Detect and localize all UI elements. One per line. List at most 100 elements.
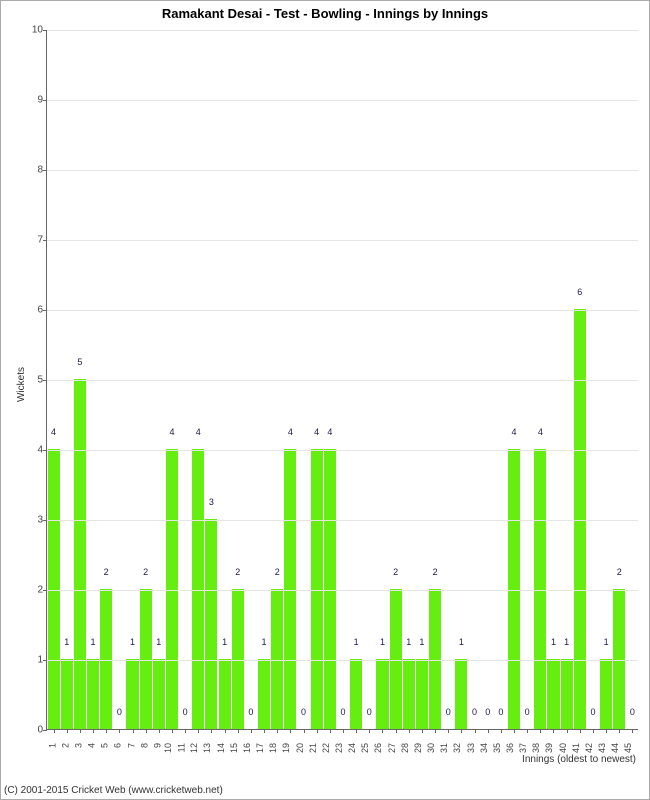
xtick-label: 44 [610,743,620,753]
xtick-mark [369,729,370,733]
xtick-mark [580,729,581,733]
xtick-label: 30 [426,743,436,753]
ytick-label: 8 [37,165,43,176]
bar [166,449,178,729]
bar-value-label: 0 [367,707,372,717]
gridline [47,240,638,241]
bar-value-label: 0 [590,707,595,717]
xtick-label: 31 [439,743,449,753]
bar [534,449,546,729]
gridline [47,450,638,451]
xtick-label: 21 [308,743,318,753]
bar-value-label: 2 [275,567,280,577]
xtick-mark [133,729,134,733]
xtick-mark [461,729,462,733]
bar-value-label: 2 [617,567,622,577]
bar-value-label: 4 [169,427,174,437]
bar-value-label: 0 [301,707,306,717]
gridline [47,590,638,591]
xtick-label: 26 [373,743,383,753]
bar-value-label: 1 [406,637,411,647]
ytick-mark [43,310,47,311]
bar [416,659,428,729]
ytick-label: 7 [37,235,43,246]
bar [561,659,573,729]
xtick-mark [119,729,120,733]
xtick-label: 27 [387,743,397,753]
xtick-label: 11 [176,743,186,752]
bar-value-label: 0 [446,707,451,717]
xtick-mark [251,729,252,733]
bar-value-label: 1 [604,637,609,647]
bar [284,449,296,729]
bar-value-label: 1 [262,637,267,647]
bar [455,659,467,729]
bar-value-label: 0 [117,707,122,717]
y-axis-label: Wickets [16,367,27,402]
x-axis-label: Innings (oldest to newest) [522,754,636,765]
bar [100,589,112,729]
bar [61,659,73,729]
xtick-mark [146,729,147,733]
xtick-mark [54,729,55,733]
xtick-mark [448,729,449,733]
bar-value-label: 2 [433,567,438,577]
xtick-mark [264,729,265,733]
xtick-label: 19 [281,743,291,753]
bar [74,379,86,729]
bar [87,659,99,729]
bar [429,589,441,729]
bar-value-label: 0 [525,707,530,717]
bar-value-label: 1 [91,637,96,647]
xtick-label: 25 [360,743,370,753]
bar [350,659,362,729]
bar [376,659,388,729]
plot-area: 4151201214043120124044010121120100040411… [46,30,638,730]
xtick-mark [606,729,607,733]
bar-value-label: 1 [419,637,424,647]
xtick-mark [330,729,331,733]
xtick-mark [409,729,410,733]
xtick-label: 39 [544,743,554,753]
ytick-label: 2 [37,585,43,596]
xtick-mark [225,729,226,733]
xtick-label: 29 [413,743,423,753]
xtick-label: 42 [584,743,594,753]
ytick-label: 6 [37,305,43,316]
xtick-label: 40 [558,743,568,753]
bar [219,659,231,729]
ytick-mark [43,170,47,171]
bar-value-label: 1 [64,637,69,647]
bar-value-label: 0 [340,707,345,717]
gridline [47,310,638,311]
xtick-mark [382,729,383,733]
xtick-label: 18 [268,743,278,753]
gridline [47,520,638,521]
copyright-text: (C) 2001-2015 Cricket Web (www.cricketwe… [4,785,223,796]
xtick-label: 1 [47,743,57,748]
xtick-mark [67,729,68,733]
bar [403,659,415,729]
bar-value-label: 1 [564,637,569,647]
xtick-mark [106,729,107,733]
xtick-label: 37 [518,743,528,753]
bar-value-label: 6 [577,287,582,297]
bar [205,519,217,729]
xtick-mark [422,729,423,733]
xtick-label: 3 [73,743,83,748]
bar [613,589,625,729]
bar [600,659,612,729]
xtick-label: 5 [100,743,110,748]
bar [311,449,323,729]
bar [258,659,270,729]
xtick-mark [553,729,554,733]
bar [126,659,138,729]
xtick-label: 15 [229,743,239,753]
xtick-mark [211,729,212,733]
bar-value-label: 0 [485,707,490,717]
xtick-label: 36 [505,743,515,753]
gridline [47,380,638,381]
bar-value-label: 4 [314,427,319,437]
bar-value-label: 0 [472,707,477,717]
bar [324,449,336,729]
